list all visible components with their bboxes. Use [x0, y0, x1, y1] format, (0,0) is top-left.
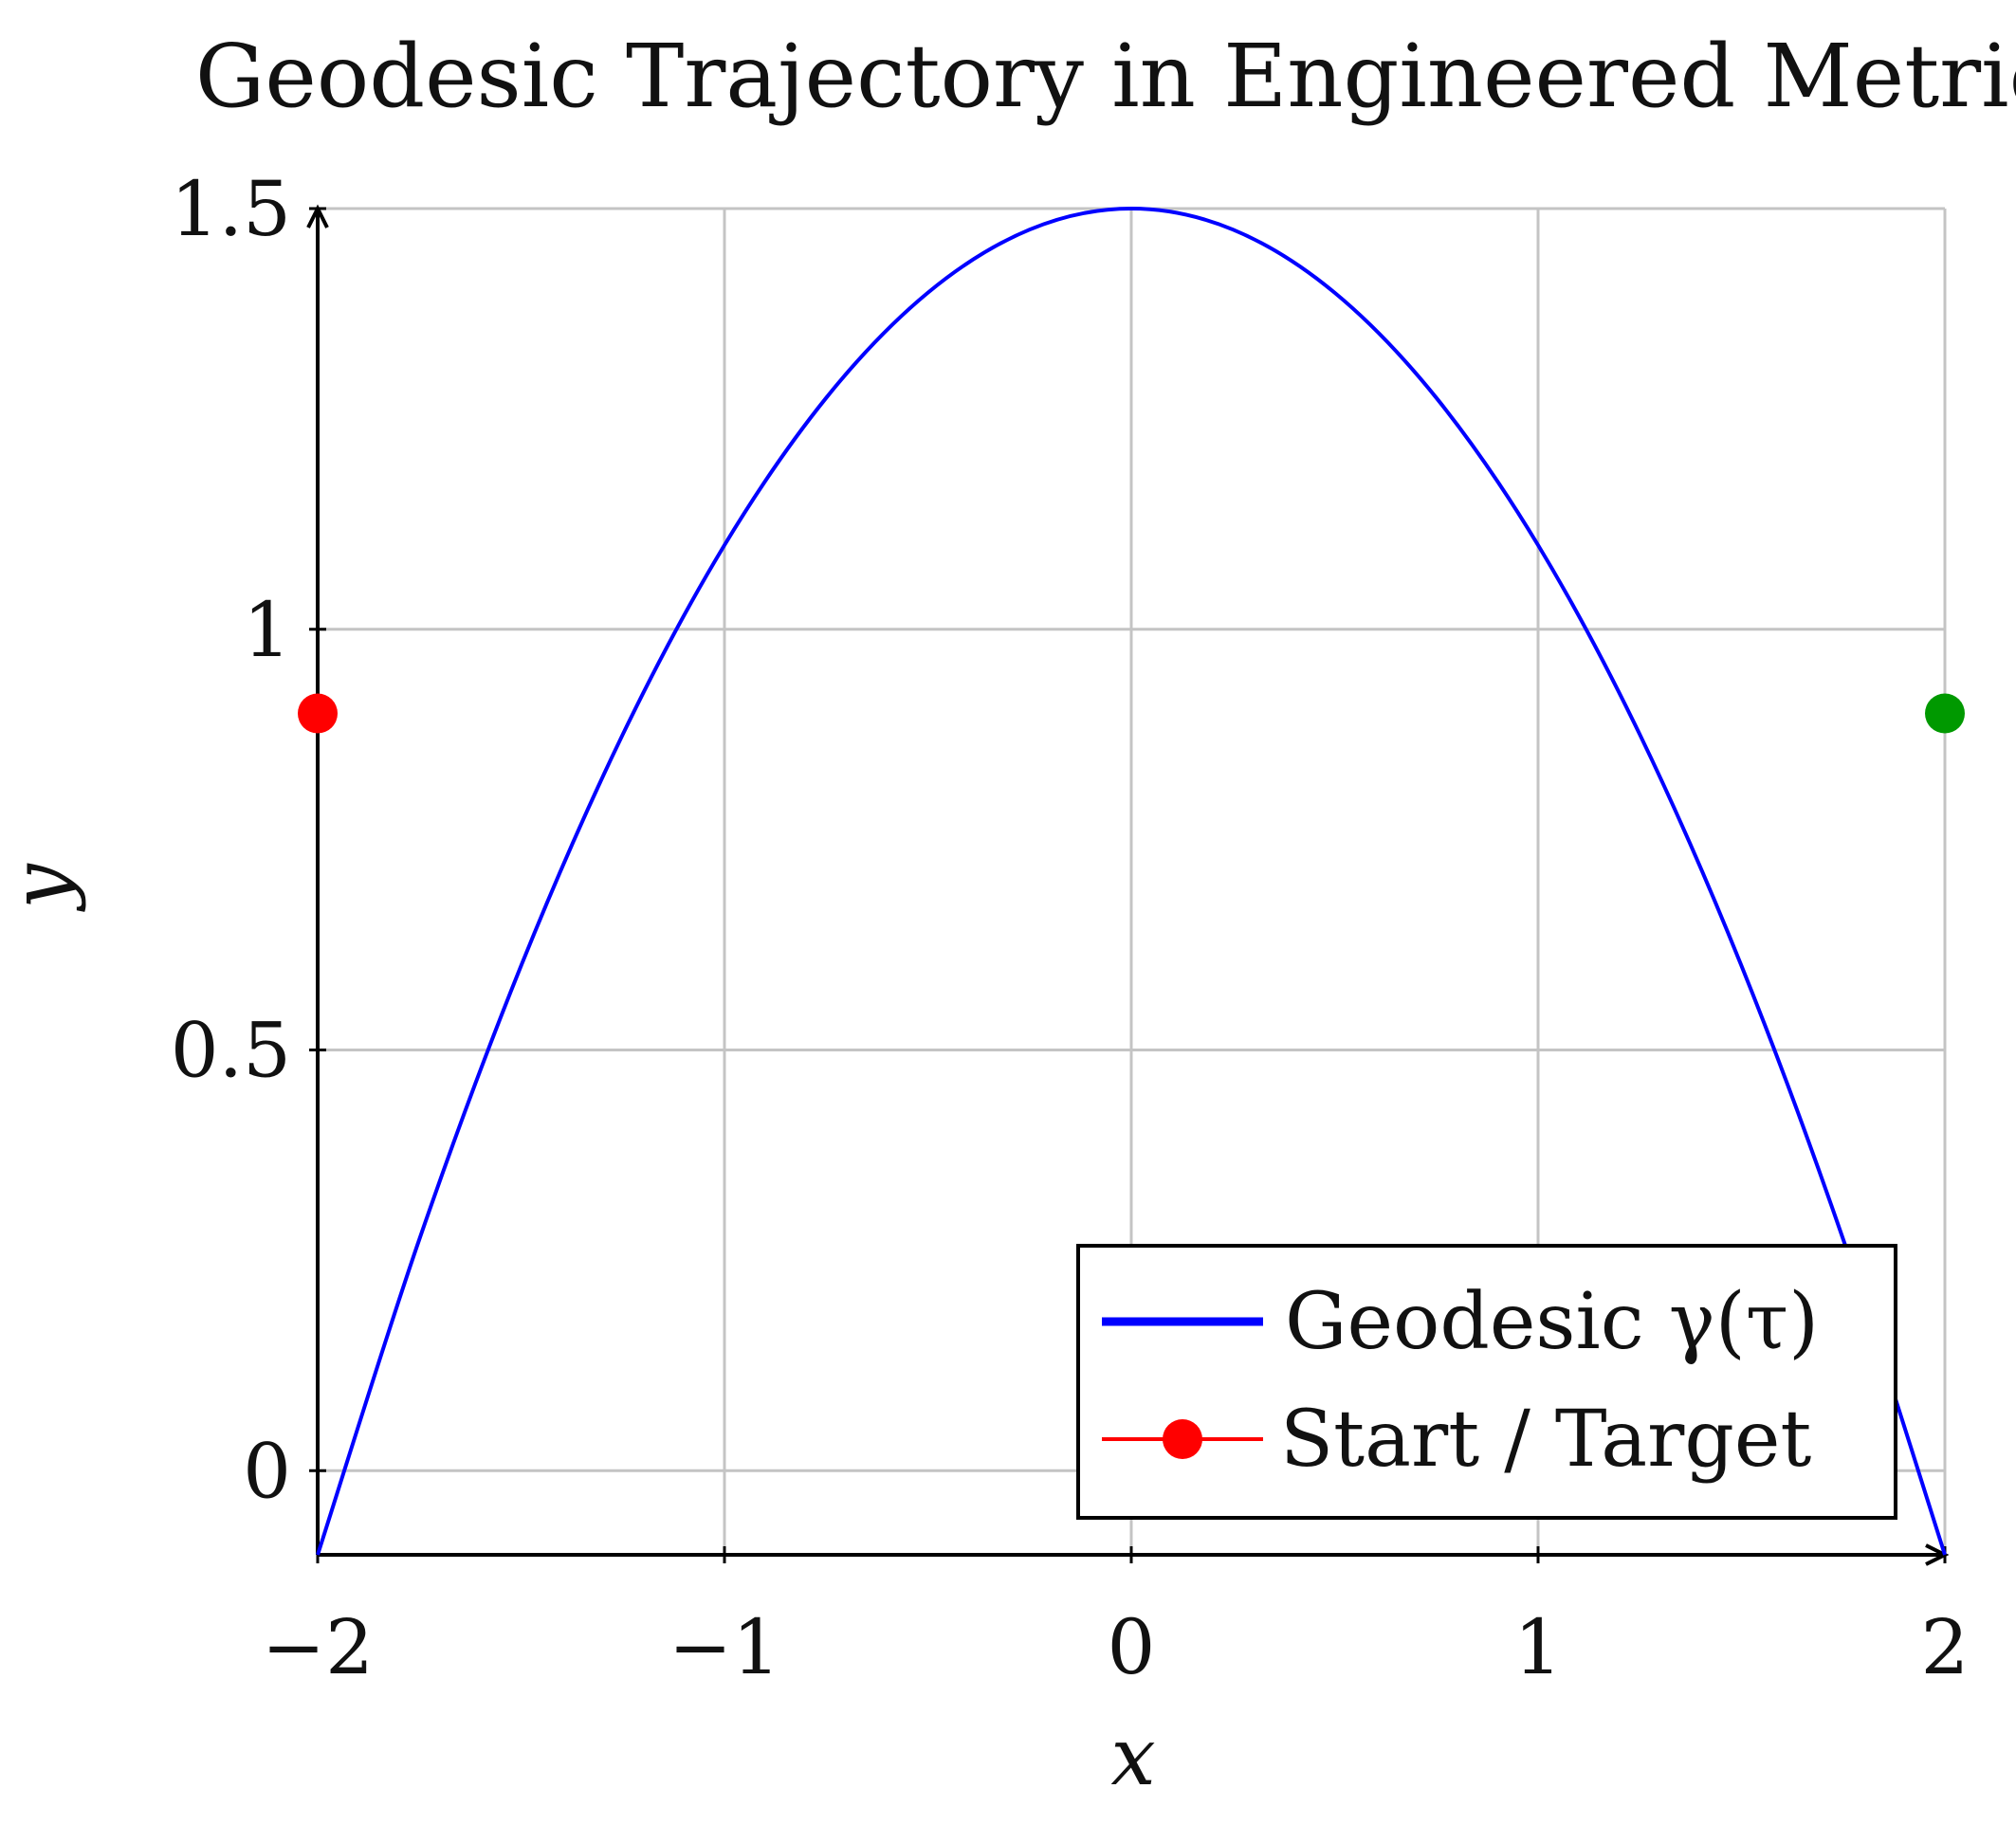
axes [306, 204, 1950, 1566]
marker-start [298, 693, 338, 734]
markers [298, 693, 1965, 734]
x-axis-label: x [1110, 1710, 1155, 1803]
marker-target [1925, 693, 1965, 734]
plot-area [316, 206, 1947, 1556]
y-tick-label: 0.5 [171, 1007, 291, 1095]
y-tick-label: 1 [243, 586, 291, 674]
x-tick-label: −1 [669, 1603, 780, 1691]
series-line-geodesic [316, 206, 1947, 1556]
y-tick-label: 0 [243, 1427, 291, 1515]
legend-marker-start-target [1163, 1419, 1202, 1459]
legend-label-start-target: Start / Target [1280, 1395, 1811, 1485]
y-axis-label: y [0, 863, 87, 913]
x-tick-label: −2 [262, 1603, 374, 1691]
tick-labels: −2 −1 0 1 2 0 0.5 1 1.5 [171, 165, 1970, 1691]
chart-title: Geodesic Trajectory in Engineered Metric [195, 26, 2016, 127]
y-tick-label: 1.5 [171, 165, 291, 253]
x-tick-label: 2 [1921, 1603, 1970, 1691]
legend: Geodesic γ(τ) Start / Target [1076, 1244, 1897, 1520]
x-tick-label: 0 [1108, 1603, 1156, 1691]
legend-box [1076, 1244, 1897, 1520]
legend-label-geodesic: Geodesic γ(τ) [1285, 1277, 1819, 1367]
x-tick-label: 1 [1514, 1603, 1563, 1691]
